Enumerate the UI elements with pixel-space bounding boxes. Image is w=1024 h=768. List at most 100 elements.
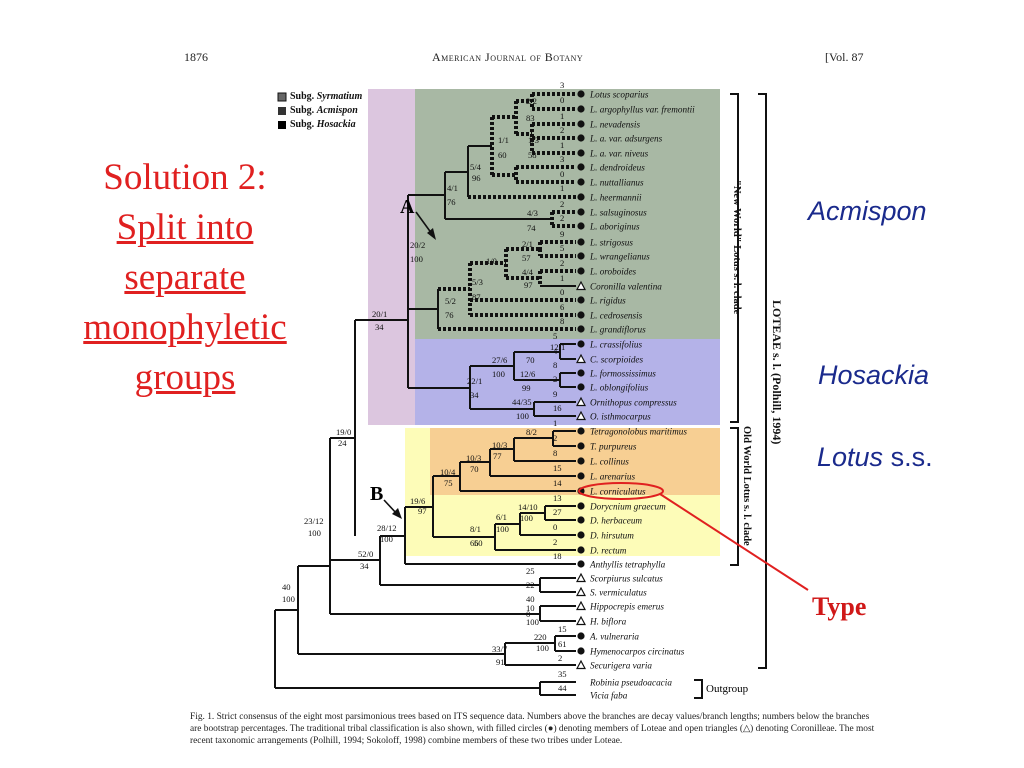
new-world-clade-label: "New World" Lotus s. l. clade xyxy=(731,180,742,315)
taxon-marker-circle xyxy=(577,311,585,319)
arrow-A xyxy=(415,211,433,235)
taxon-marker-triangle xyxy=(576,615,586,626)
taxon-marker-triangle xyxy=(576,410,586,421)
branch-length-label: 18 xyxy=(553,551,562,561)
legend-swatch-acmispon xyxy=(278,107,286,115)
decay-label: 28/12 xyxy=(377,523,397,533)
taxon-marker-circle xyxy=(577,208,585,216)
branch-length-label: 2 xyxy=(560,125,564,135)
group-acmispon: Acmispon xyxy=(808,196,927,226)
decay-label: 12/1 xyxy=(550,342,565,352)
taxon-marker-circle xyxy=(577,632,585,640)
decay-label: 33/7 xyxy=(492,644,508,654)
branch-length-label: 2 xyxy=(560,258,564,268)
loteae-clade-label: LOTEAE s. l. (Polhill, 1994) xyxy=(770,300,784,445)
taxon-marker-triangle xyxy=(576,572,586,583)
figure-caption: Fig. 1. Strict consensus of the eight mo… xyxy=(190,712,875,746)
bootstrap-label: 76 xyxy=(445,310,454,320)
bootstrap-label: 75 xyxy=(444,478,453,488)
decay-label: 23/12 xyxy=(304,516,324,526)
taxon-marker-circle xyxy=(577,369,585,377)
branch-length-label: 0 xyxy=(560,95,564,105)
taxon-label: L. a. var. adsurgens xyxy=(589,133,663,143)
taxon-label: L. collinus xyxy=(589,456,629,466)
bootstrap-label: 100 xyxy=(496,524,509,534)
solution-text: Solution 2: Split into separate monophyl… xyxy=(40,153,330,403)
taxon-marker-circle xyxy=(577,134,585,142)
taxon-label: L. nuttallianus xyxy=(589,177,644,187)
decay-label: 5/2 xyxy=(445,296,456,306)
bootstrap-label: 83 xyxy=(526,113,535,123)
new-world-bracket xyxy=(730,93,739,423)
taxon-label: D. rectum xyxy=(589,545,627,555)
taxon-marker-circle xyxy=(577,178,585,186)
group-hosackia: Hosackia xyxy=(818,360,930,390)
outgroup-bracket xyxy=(694,679,703,699)
group-lotus-italic: Lotus xyxy=(817,442,884,472)
taxon-label: L. cedrosensis xyxy=(589,310,643,320)
taxon-marker-circle xyxy=(577,531,585,539)
bootstrap-label: 60 xyxy=(498,150,507,160)
branch-length-label: 9 xyxy=(553,389,557,399)
taxon-marker-circle xyxy=(577,457,585,465)
decay-label: 2 xyxy=(534,632,538,642)
arrow-A-head xyxy=(427,228,436,240)
taxon-label: Ornithopus compressus xyxy=(590,397,677,407)
branch-length-label: 15 xyxy=(553,463,562,473)
branch-length-label: 0 xyxy=(526,609,530,619)
taxon-label: Anthyllis tetraphylla xyxy=(589,559,666,569)
branch-length-label: 22 xyxy=(526,580,535,590)
taxon-label: Securigera varia xyxy=(590,660,652,670)
decay-label: 40 xyxy=(282,582,291,592)
solution-line-2: Split into xyxy=(116,207,254,248)
decay-label: 2/1 xyxy=(522,239,533,249)
taxon-marker-circle xyxy=(577,105,585,113)
taxon-label: Tetragonolobus maritimus xyxy=(590,426,687,436)
taxon-label: O. isthmocarpus xyxy=(590,411,651,421)
bootstrap-label: 76 xyxy=(447,197,456,207)
bootstrap-label: 24 xyxy=(338,438,347,448)
bootstrap-label: 34 xyxy=(470,390,479,400)
taxon-label: S. vermiculatus xyxy=(590,587,647,597)
taxon-label: L. argophyllus var. fremontii xyxy=(589,104,695,114)
taxon-label: Vicia faba xyxy=(590,690,628,700)
branch-length-label: 4 xyxy=(553,346,558,356)
branch-length-label: 2 xyxy=(553,433,557,443)
taxon-marker-circle xyxy=(577,163,585,171)
taxon-marker-triangle xyxy=(576,600,586,611)
bootstrap-label: 34 xyxy=(360,561,369,571)
branch-length-label: 40 xyxy=(526,594,535,604)
taxon-label: L. aboriginus xyxy=(589,221,640,231)
decay-label: 10/3 xyxy=(466,453,481,463)
branch-length-label: 2 xyxy=(560,199,564,209)
decay-label: 8/2 xyxy=(526,427,537,437)
bootstrap-label: 91 xyxy=(496,657,505,667)
taxon-marker-circle xyxy=(577,546,585,554)
branch-length-label: 8 xyxy=(553,360,557,370)
bootstrap-label: 100 xyxy=(308,528,321,538)
bootstrap-label: 100 xyxy=(282,594,295,604)
bootstrap-label: 66 xyxy=(470,538,479,548)
taxon-label: Hymenocarpos circinatus xyxy=(589,646,685,656)
taxon-label: L. rigidus xyxy=(589,295,626,305)
decay-label: 1/0 xyxy=(486,256,497,266)
taxon-label: L. oroboides xyxy=(589,266,637,276)
taxon-label: H. biflora xyxy=(589,616,627,626)
branch-length-label: 5 xyxy=(553,331,557,341)
taxon-marker-circle xyxy=(577,296,585,304)
branch-length-label: 61 xyxy=(558,639,567,649)
taxon-marker-circle xyxy=(577,120,585,128)
decay-label: 4/4 xyxy=(522,267,534,277)
decay-label: 20/2 xyxy=(410,240,425,250)
bootstrap-label: 50 xyxy=(474,538,483,548)
taxon-label: Lotus scoparius xyxy=(589,89,649,99)
taxon-label: L. oblongifolius xyxy=(589,382,649,392)
decay-label: 5/4 xyxy=(470,162,482,172)
taxon-label: T. purpureus xyxy=(590,441,637,451)
decay-label: 4/1 xyxy=(447,183,458,193)
decay-label: 5/3 xyxy=(472,277,483,287)
type-label: Type xyxy=(812,592,867,621)
taxon-marker-circle xyxy=(577,560,585,568)
taxon-label: L. salsuginosus xyxy=(589,207,647,217)
taxon-marker-circle xyxy=(577,325,585,333)
